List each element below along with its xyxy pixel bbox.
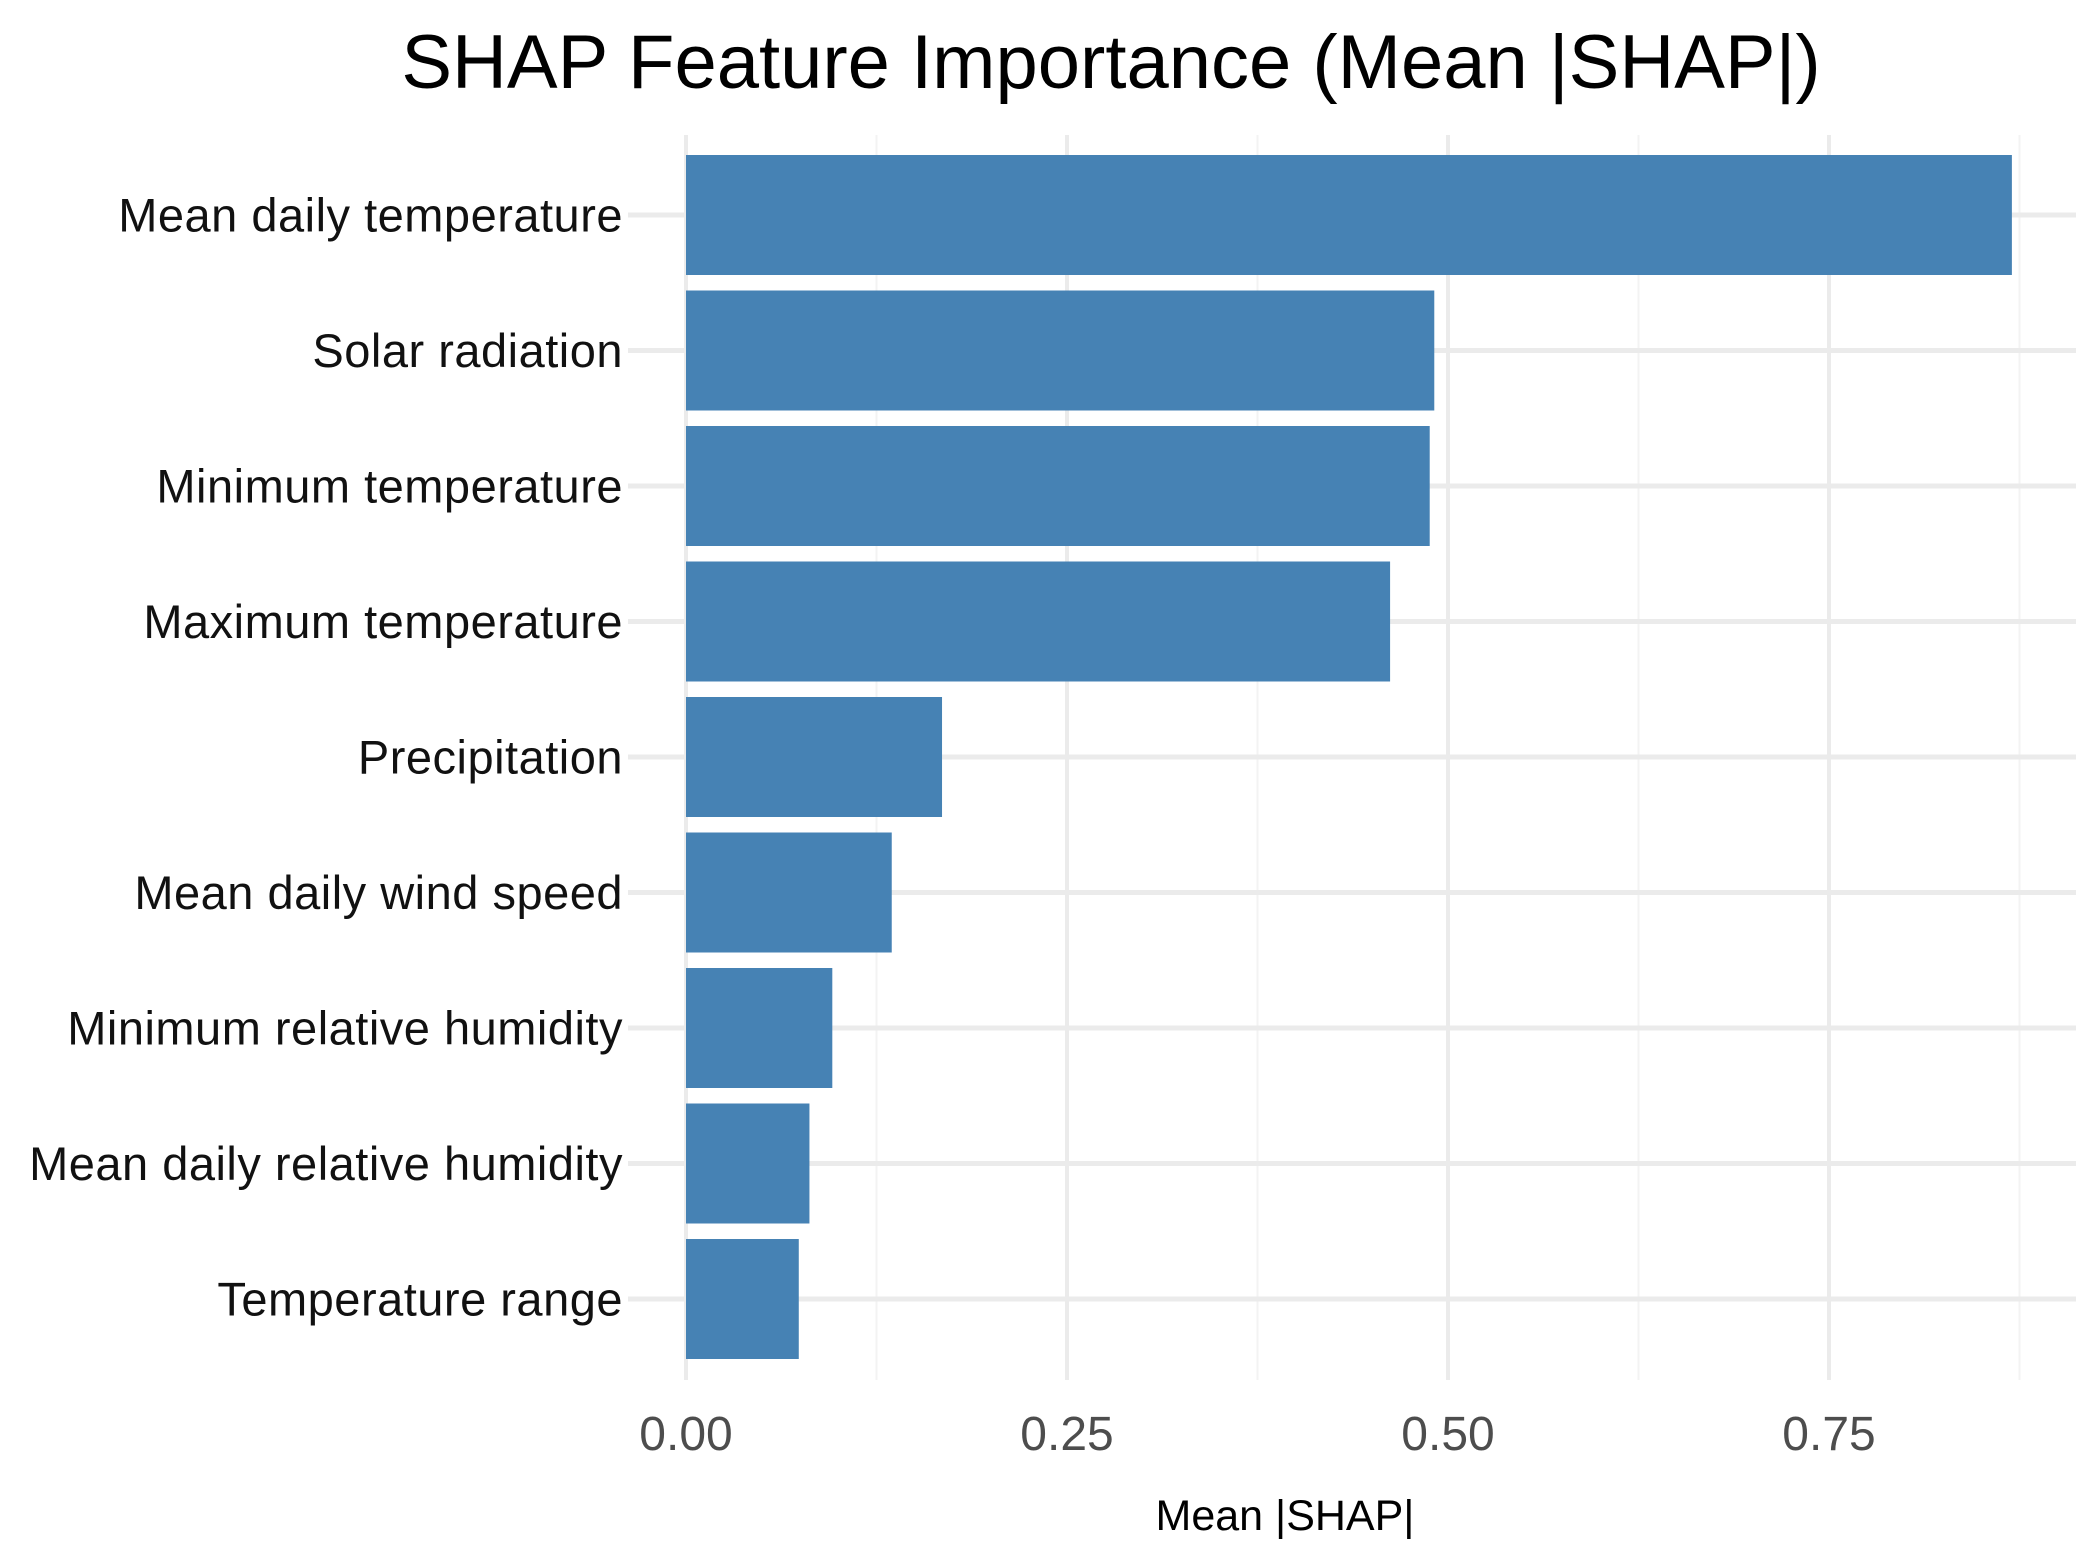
- y-tick-label: Temperature range: [217, 1273, 623, 1326]
- y-tick-label: Solar radiation: [312, 324, 623, 377]
- y-tick-label: Mean daily wind speed: [134, 866, 623, 919]
- y-tick-label: Mean daily relative humidity: [29, 1137, 623, 1190]
- label-layer: Mean daily temperature Solar radiation Min…: [29, 189, 1876, 1462]
- y-tick-label: Minimum relative humidity: [67, 1002, 623, 1055]
- x-tick-label: 0.25: [1020, 1408, 1113, 1461]
- bar-maximum-temperature: [686, 561, 1391, 682]
- chart-title: SHAP Feature Importance (Mean |SHAP|): [401, 20, 1820, 105]
- y-tick-label: Precipitation: [358, 731, 623, 784]
- x-tick-label: 0.50: [1401, 1408, 1494, 1461]
- bar-mean-daily-relative-humidity: [686, 1103, 810, 1224]
- y-tick-label: Maximum temperature: [143, 595, 623, 648]
- x-tick-label: 0.75: [1782, 1408, 1875, 1461]
- bar-precipitation: [686, 697, 943, 817]
- bar-solar-radiation: [686, 290, 1435, 411]
- bar-minimum-relative-humidity: [686, 968, 833, 1088]
- bar-layer: [686, 155, 2012, 1359]
- bar-minimum-temperature: [686, 426, 1430, 546]
- bar-temperature-range: [686, 1239, 799, 1359]
- x-axis-title: Mean |SHAP|: [1156, 1492, 1415, 1540]
- bar-mean-daily-wind-speed: [686, 832, 892, 953]
- y-tick-label: Minimum temperature: [156, 460, 623, 513]
- x-tick-label: 0.00: [639, 1408, 732, 1461]
- y-tick-label: Mean daily temperature: [118, 189, 623, 242]
- bar-mean-daily-temperature: [686, 155, 2012, 275]
